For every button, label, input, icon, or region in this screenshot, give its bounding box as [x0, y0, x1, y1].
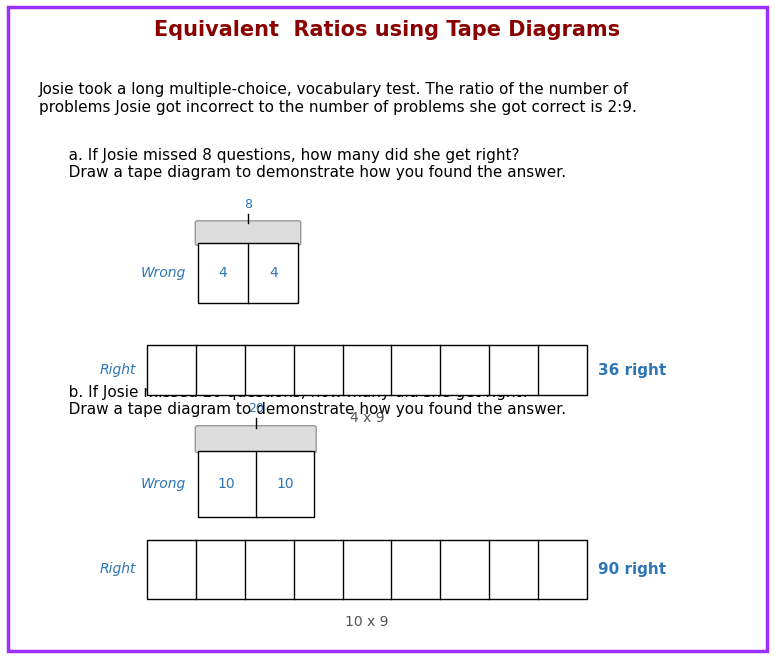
- Text: 8: 8: [244, 197, 252, 211]
- Text: Wrong: Wrong: [141, 476, 186, 491]
- Text: b. If Josie missed 20 questions, how many did she get right?
   Draw a tape diag: b. If Josie missed 20 questions, how man…: [54, 385, 567, 417]
- Text: 10: 10: [218, 476, 236, 491]
- Text: 4: 4: [219, 266, 227, 280]
- Text: 4: 4: [269, 266, 277, 280]
- Text: Equivalent  Ratios using Tape Diagrams: Equivalent Ratios using Tape Diagrams: [154, 20, 621, 39]
- Text: 10: 10: [276, 476, 294, 491]
- Text: 20: 20: [248, 401, 264, 415]
- Text: 90 right: 90 right: [598, 562, 666, 576]
- Text: 4 x 9: 4 x 9: [350, 411, 384, 425]
- Text: Josie took a long multiple-choice, vocabulary test. The ratio of the number of
p: Josie took a long multiple-choice, vocab…: [39, 82, 636, 114]
- FancyBboxPatch shape: [195, 221, 301, 245]
- Text: 10 x 9: 10 x 9: [345, 615, 389, 629]
- Bar: [147, 540, 587, 599]
- Bar: [147, 345, 587, 395]
- Text: Right: Right: [99, 562, 136, 576]
- FancyBboxPatch shape: [195, 426, 316, 453]
- Bar: [198, 451, 314, 517]
- Bar: [198, 243, 298, 303]
- Text: a. If Josie missed 8 questions, how many did she get right?
   Draw a tape diagr: a. If Josie missed 8 questions, how many…: [54, 148, 567, 180]
- Text: Right: Right: [99, 363, 136, 377]
- Text: Wrong: Wrong: [141, 266, 186, 280]
- Text: 36 right: 36 right: [598, 363, 666, 378]
